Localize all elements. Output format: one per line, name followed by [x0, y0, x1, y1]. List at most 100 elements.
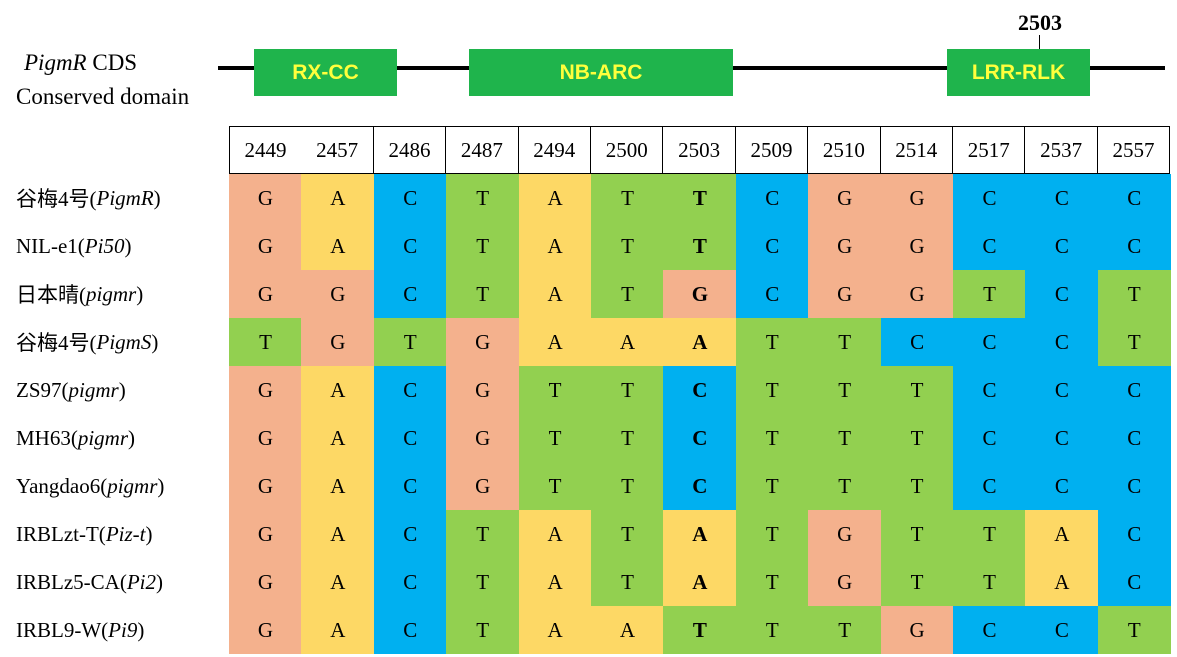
position-header-2503: 2503	[663, 126, 736, 174]
base-cell: A	[518, 222, 592, 270]
base-cell: C	[1025, 462, 1099, 510]
base-cell: G	[229, 222, 302, 270]
base-cell: G	[301, 318, 375, 366]
base-cell: C	[1025, 174, 1099, 222]
base-cell: T	[518, 414, 592, 462]
position-header-2514: 2514	[880, 126, 953, 174]
base-cell: G	[446, 366, 520, 414]
allele-name: pigmr	[86, 281, 137, 306]
base-cell: C	[953, 222, 1026, 270]
base-cell: T	[735, 606, 809, 654]
base-cell: T	[446, 606, 520, 654]
base-cell: C	[953, 414, 1026, 462]
base-cell: C	[373, 558, 447, 606]
base-cell: C	[1097, 174, 1171, 222]
base-cell: T	[591, 270, 664, 318]
base-cell: T	[808, 366, 882, 414]
base-cell: T	[735, 414, 809, 462]
accession-name: 日本晴(	[16, 283, 86, 307]
base-cell: C	[373, 606, 447, 654]
base-cell: A	[301, 414, 375, 462]
base-cell: T	[518, 462, 592, 510]
base-cell: G	[229, 270, 302, 318]
base-cell: T	[591, 222, 664, 270]
base-cell: T	[735, 510, 809, 558]
base-cell: C	[663, 366, 737, 414]
base-cell: T	[808, 414, 882, 462]
base-cell: C	[1097, 414, 1171, 462]
row-label: MH63(pigmr)	[16, 425, 136, 450]
allele-name: Piz-t	[105, 521, 146, 546]
position-header-2500: 2500	[591, 126, 664, 174]
row-label: 日本晴(pigmr)	[16, 270, 143, 318]
allele-name: pigmr	[68, 377, 119, 402]
row-label: Yangdao6(pigmr)	[16, 473, 165, 498]
row-label: IRBLzt-T(Piz-t)	[16, 521, 153, 546]
domain-nb-arc: NB-ARC	[469, 49, 733, 96]
base-cell: A	[518, 510, 592, 558]
base-cell: T	[518, 366, 592, 414]
base-cell: C	[1097, 222, 1171, 270]
base-cell: T	[880, 558, 954, 606]
base-cell: T	[373, 318, 447, 366]
base-cell: T	[808, 318, 882, 366]
base-cell: A	[301, 510, 375, 558]
allele-name: pigmr	[107, 473, 158, 498]
base-cell: C	[663, 462, 737, 510]
base-cell: G	[808, 174, 882, 222]
position-header-2509: 2509	[735, 126, 809, 174]
base-cell: A	[663, 558, 737, 606]
accession-name: IRBLzt-T(	[16, 521, 106, 546]
base-cell: T	[1097, 270, 1171, 318]
base-cell: G	[446, 318, 520, 366]
base-cell: C	[373, 174, 447, 222]
base-cell: C	[1097, 366, 1171, 414]
position-header-2494: 2494	[518, 126, 591, 174]
base-cell: C	[735, 174, 809, 222]
base-cell: T	[808, 462, 882, 510]
base-cell: C	[880, 318, 954, 366]
base-cell: G	[301, 270, 375, 318]
base-cell: A	[301, 606, 375, 654]
base-cell: G	[880, 606, 954, 654]
base-cell: C	[953, 462, 1026, 510]
base-cell: A	[518, 318, 592, 366]
base-cell: T	[591, 510, 664, 558]
base-cell: T	[808, 606, 882, 654]
base-cell: G	[880, 222, 954, 270]
accession-name: MH63(	[16, 425, 78, 450]
domain-rx-cc: RX-CC	[254, 49, 397, 96]
position-header-2557: 2557	[1097, 126, 1171, 174]
accession-name: Yangdao6(	[16, 473, 108, 498]
accession-name: IRBL9-W(	[16, 617, 109, 642]
domain-diagram: PigmR CDS Conserved domain RX-CC NB-ARC …	[0, 0, 1177, 120]
base-cell: C	[663, 414, 737, 462]
base-cell: T	[880, 462, 954, 510]
base-cell: T	[735, 558, 809, 606]
allele-name: Pi50	[84, 233, 125, 258]
allele-name: PigmR	[96, 185, 154, 210]
base-cell: G	[808, 222, 882, 270]
base-cell: G	[229, 558, 302, 606]
base-cell: C	[1097, 510, 1171, 558]
base-cell: G	[808, 270, 882, 318]
domain-lrr-rlk: LRR-RLK	[947, 49, 1090, 96]
position-header-2517: 2517	[953, 126, 1026, 174]
accession-name: IRBLz5-CA(	[16, 569, 127, 594]
base-cell: T	[880, 366, 954, 414]
base-cell: C	[1025, 318, 1099, 366]
base-cell: T	[663, 606, 737, 654]
cds-suffix: CDS	[86, 50, 138, 75]
base-cell: G	[229, 462, 302, 510]
base-cell: G	[229, 606, 302, 654]
base-cell: C	[953, 174, 1026, 222]
base-cell: T	[735, 366, 809, 414]
base-cell: A	[301, 558, 375, 606]
row-label: IRBLz5-CA(Pi2)	[16, 569, 163, 594]
base-cell: T	[446, 222, 520, 270]
base-cell: T	[229, 318, 302, 366]
base-cell: C	[373, 462, 447, 510]
gene-name: PigmR	[24, 50, 87, 75]
base-cell: A	[301, 462, 375, 510]
base-cell: C	[1025, 270, 1099, 318]
